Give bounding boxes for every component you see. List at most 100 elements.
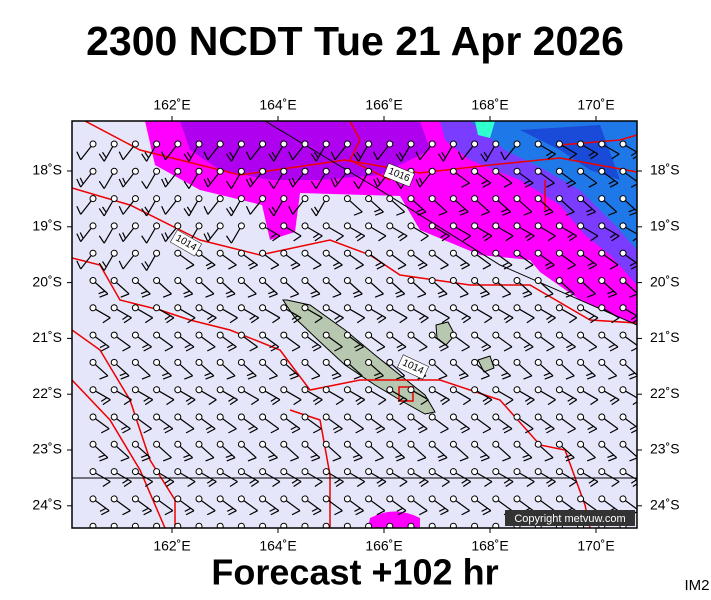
barb-station: [492, 304, 500, 312]
barb-flag: [630, 537, 638, 546]
barb-flag: [290, 293, 299, 298]
barb-station: [216, 140, 224, 148]
barb-staff: [349, 336, 364, 348]
barb-flag: [311, 457, 321, 462]
barb-station: [619, 304, 627, 312]
wind-shade-darkblue: [520, 125, 620, 180]
barb-flag: [185, 346, 195, 352]
barb-station: [386, 249, 394, 257]
barb-flag: [481, 507, 488, 512]
barb-staff: [455, 308, 472, 319]
barb-flag: [334, 315, 341, 320]
barb-staff: [146, 146, 156, 162]
barb-staff: [103, 200, 114, 217]
barb-station: [640, 386, 648, 394]
barb-staff: [285, 282, 300, 295]
wind-barb: [174, 413, 195, 434]
wind-barb: [343, 413, 364, 434]
barb-flag: [376, 428, 386, 434]
barb-staff: [328, 500, 343, 512]
barb-station: [301, 468, 309, 476]
wind-barb: [174, 440, 194, 462]
barb-flag: [352, 290, 360, 295]
barb-staff: [519, 172, 534, 184]
barb-flag: [397, 397, 404, 402]
wind-barb: [259, 495, 280, 516]
barb-station: [386, 358, 394, 366]
copyright: Copyright metvuw.com: [514, 513, 625, 525]
barb-flag: [502, 211, 511, 216]
barb-station: [640, 495, 648, 503]
barb-staff: [146, 173, 156, 189]
wind-barb: [386, 304, 408, 324]
wind-barb: [492, 195, 512, 216]
wind-barb: [280, 249, 301, 270]
barb-station: [428, 468, 436, 476]
barb-station: [640, 440, 648, 448]
barb-station: [598, 468, 606, 476]
barb-flag: [98, 290, 106, 295]
barb-station: [407, 277, 415, 284]
barb-flag: [378, 399, 387, 406]
barb-flag: [652, 345, 660, 354]
barb-staff: [582, 254, 598, 266]
barb-flag: [293, 481, 302, 488]
wind-barb: [428, 495, 449, 516]
wind-barb: [471, 195, 490, 216]
barb-flag: [590, 153, 599, 160]
wind-barb: [330, 167, 351, 188]
barb-flag: [611, 235, 620, 242]
barb-station: [555, 195, 563, 203]
barb-staff: [434, 226, 450, 237]
copyright-box: [505, 510, 635, 526]
barb-flag: [356, 151, 362, 159]
barb-flag: [228, 346, 237, 352]
wind-barb: [343, 440, 363, 462]
barb-flag: [120, 457, 130, 462]
barb-flag: [268, 454, 275, 459]
barb-flag: [225, 180, 232, 189]
barb-flag: [291, 510, 301, 516]
barb-flag: [183, 180, 190, 189]
barb-station: [407, 195, 415, 203]
barb-station: [428, 222, 436, 230]
barb-staff: [243, 363, 257, 377]
barb-flag: [461, 315, 468, 320]
barb-flag: [185, 428, 195, 434]
barb-flag: [608, 343, 616, 349]
barb-station: [195, 386, 203, 394]
barb-station: [386, 468, 394, 476]
barb-flag: [205, 375, 215, 380]
barb-station: [153, 386, 161, 394]
barb-station: [449, 331, 457, 339]
barb-flag: [500, 151, 506, 161]
barb-station: [110, 386, 118, 394]
barb-flag: [439, 537, 447, 546]
barb-flag: [523, 211, 533, 216]
wind-barb: [237, 249, 258, 270]
barb-staff: [603, 445, 618, 459]
barb-staff: [243, 308, 260, 319]
barb-flag: [161, 151, 167, 161]
barb-station: [280, 277, 288, 284]
barb-flag: [399, 317, 408, 324]
barb-staff: [540, 254, 555, 266]
barb-staff: [392, 308, 408, 319]
lat-label: 19˚S: [650, 218, 680, 234]
barb-flag: [332, 457, 342, 462]
barb-flag: [185, 510, 195, 516]
barb-flag: [352, 454, 360, 459]
barb-flag: [395, 153, 402, 162]
barb-station: [534, 140, 542, 148]
barb-flag: [120, 425, 128, 431]
barb-station: [640, 358, 648, 366]
barb-station: [131, 495, 139, 503]
wind-barb: [407, 468, 429, 488]
barb-flag: [122, 479, 129, 484]
lon-label: 168˚E: [471, 97, 508, 113]
barb-station: [259, 468, 267, 476]
barb-staff: [264, 390, 281, 401]
barb-flag: [229, 151, 234, 159]
barb-station: [577, 495, 585, 503]
wind-barb: [225, 222, 245, 244]
